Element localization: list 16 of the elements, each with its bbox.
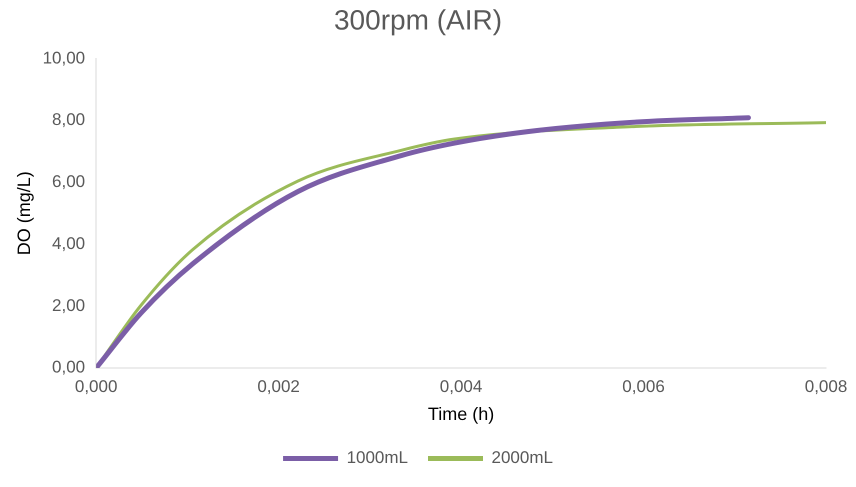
- y-tick-label: 4,00: [52, 234, 86, 253]
- y-tick-label: 2,00: [52, 296, 86, 315]
- y-tick-label: 6,00: [52, 172, 86, 192]
- y-tick-label: 8,00: [52, 110, 86, 130]
- x-tick-label: 0,006: [622, 376, 665, 396]
- y-tick-label: 10,00: [42, 48, 86, 68]
- x-tick-label: 0,000: [74, 376, 118, 396]
- x-axis-title: Time (h): [428, 404, 494, 424]
- x-tick-label: 0,004: [440, 376, 482, 396]
- x-tick-label: 0,008: [804, 376, 848, 396]
- chart-title: 300rpm (AIR): [334, 4, 502, 36]
- legend-label: 1000mL: [346, 448, 408, 468]
- y-tick-label: 0,00: [52, 358, 86, 377]
- x-tick-label: 0,002: [257, 376, 300, 396]
- legend-label: 2000mL: [492, 448, 553, 468]
- y-axis-title: DO (mg/L): [14, 171, 34, 256]
